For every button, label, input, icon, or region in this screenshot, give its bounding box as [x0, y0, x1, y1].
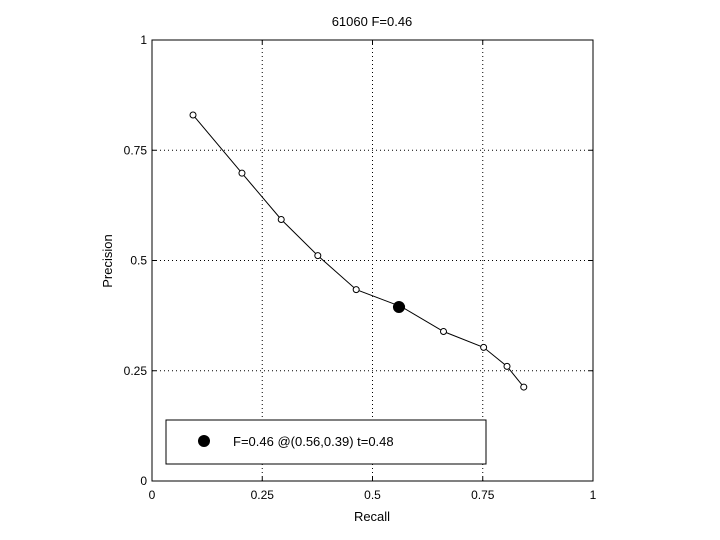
data-point — [314, 252, 322, 260]
series-line — [192, 114, 525, 388]
data-point — [520, 383, 528, 391]
y-tick-label: 1 — [140, 33, 147, 47]
y-tick-label: 0.75 — [124, 143, 148, 157]
legend-entry: F=0.46 @(0.56,0.39) t=0.48 — [233, 434, 394, 449]
data-point — [189, 111, 197, 119]
y-tick-label: 0.5 — [130, 254, 147, 268]
data-point — [352, 286, 360, 294]
x-tick-label: 1 — [590, 488, 597, 502]
x-tick-label: 0.25 — [251, 488, 275, 502]
data-point — [277, 215, 285, 223]
data-series — [189, 111, 528, 391]
legend-marker — [198, 435, 210, 447]
y-axis-label: Precision — [100, 234, 115, 287]
x-tick-label: 0.5 — [364, 488, 381, 502]
legend-box — [165, 419, 487, 465]
data-point — [440, 328, 448, 336]
axis-ticks: 0 0.25 0.5 0.75 1 0 0.25 0.5 0.75 1 — [124, 33, 597, 502]
chart-title: 61060 F=0.46 — [332, 14, 413, 29]
y-tick-label: 0.25 — [124, 364, 148, 378]
data-point — [238, 169, 246, 177]
y-tick-label: 0 — [140, 474, 147, 488]
grid — [152, 40, 593, 481]
legend: F=0.46 @(0.56,0.39) t=0.48 — [165, 419, 487, 465]
x-axis-label: Recall — [354, 509, 390, 524]
x-tick-label: 0.75 — [471, 488, 495, 502]
x-tick-label: 0 — [149, 488, 156, 502]
data-point — [503, 362, 511, 370]
data-point — [480, 343, 488, 351]
best-f-point — [392, 301, 405, 314]
